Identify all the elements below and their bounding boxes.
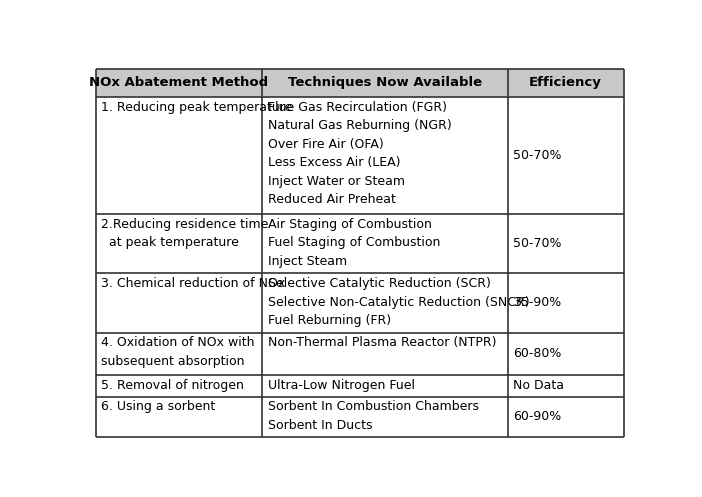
Text: Sorbent In Combustion Chambers
Sorbent In Ducts: Sorbent In Combustion Chambers Sorbent I… [267,401,479,432]
Text: Techniques Now Available: Techniques Now Available [288,77,482,89]
Text: 60-90%: 60-90% [513,410,561,423]
Text: Efficiency: Efficiency [529,77,602,89]
Text: Ultra-Low Nitrogen Fuel: Ultra-Low Nitrogen Fuel [267,379,415,392]
Text: No Data: No Data [513,380,564,393]
Text: 2.Reducing residence time
  at peak temperature: 2.Reducing residence time at peak temper… [101,218,269,249]
Text: Selective Catalytic Reduction (SCR)
Selective Non-Catalytic Reduction (SNCR)
Fue: Selective Catalytic Reduction (SCR) Sele… [267,277,529,327]
Text: 35-90%: 35-90% [513,296,561,310]
Text: 50-70%: 50-70% [513,237,562,250]
Text: 60-80%: 60-80% [513,347,562,360]
Text: Non-Thermal Plasma Reactor (NTPR): Non-Thermal Plasma Reactor (NTPR) [267,336,496,349]
Text: 3. Chemical reduction of NOx: 3. Chemical reduction of NOx [101,277,286,290]
Text: Flue Gas Recirculation (FGR)
Natural Gas Reburning (NGR)
Over Fire Air (OFA)
Les: Flue Gas Recirculation (FGR) Natural Gas… [267,100,451,206]
Text: 5. Removal of nitrogen: 5. Removal of nitrogen [101,379,244,392]
Text: 6. Using a sorbent: 6. Using a sorbent [101,401,216,414]
Text: 50-70%: 50-70% [513,149,562,162]
Bar [96,69,623,97]
Text: Air Staging of Combustion
Fuel Staging of Combustion
Inject Steam: Air Staging of Combustion Fuel Staging o… [267,218,440,267]
Text: 1. Reducing peak temperature: 1. Reducing peak temperature [101,100,293,114]
Text: 4. Oxidation of NOx with
subsequent absorption: 4. Oxidation of NOx with subsequent abso… [101,336,255,368]
Text: NOx Abatement Method: NOx Abatement Method [89,77,269,89]
